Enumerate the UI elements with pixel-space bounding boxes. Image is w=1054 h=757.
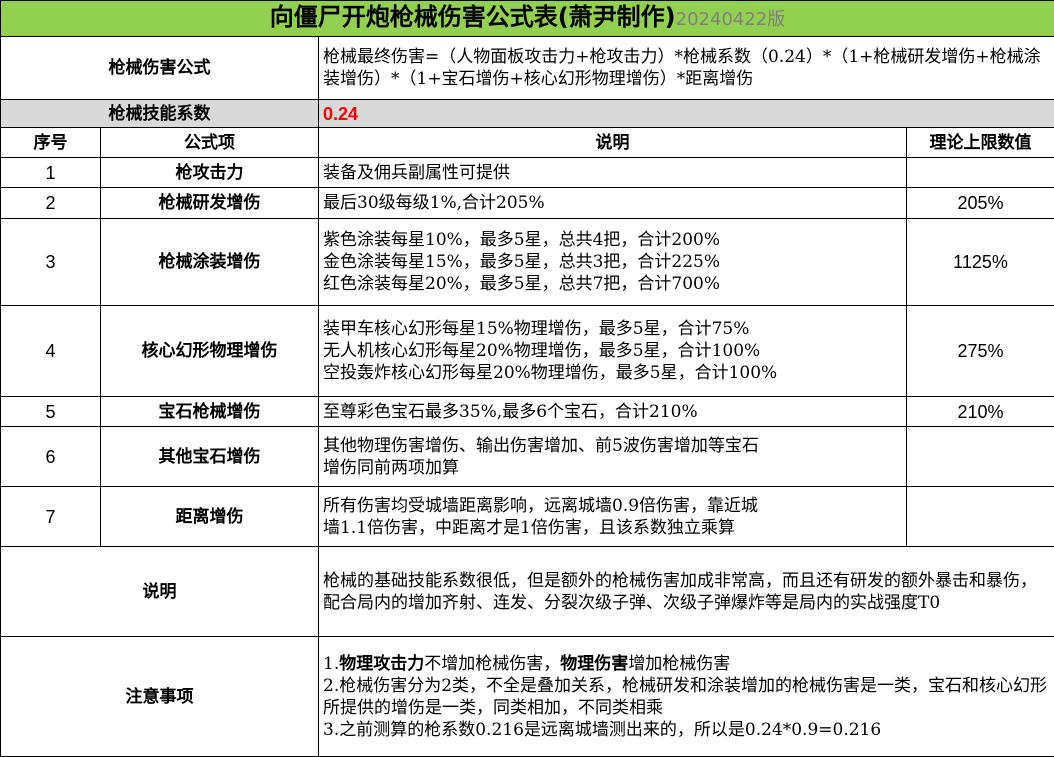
desc-line: 墙1.1倍伤害，中距离才是1倍伤害，且该系数独立乘算 <box>323 517 902 539</box>
row-item: 核心幻形物理增伤 <box>101 306 319 397</box>
row-max: 275% <box>907 306 1054 397</box>
coefficient-label: 枪械技能系数 <box>1 100 319 128</box>
desc-line: 紫色涂装每星10%，最多5星，总共4把，合计200% <box>323 229 902 251</box>
header-item: 公式项 <box>101 128 319 158</box>
desc-line: 装备及佣兵副属性可提供 <box>323 162 902 184</box>
note-bold: 物理伤害 <box>560 654 628 674</box>
note-3: 3.之前测算的枪系数0.216是远离城墙测出来的，所以是0.24*0.9=0.2… <box>323 719 1050 741</box>
desc-line: 增伤同前两项加算 <box>323 457 902 479</box>
row-no: 6 <box>1 427 101 487</box>
row-item: 宝石枪械增伤 <box>101 397 319 427</box>
row-max: 205% <box>907 188 1054 219</box>
desc-line: 金色涂装每星15%，最多5星，总共3把，合计225% <box>323 251 902 273</box>
row-item: 枪攻击力 <box>101 158 319 188</box>
notes-label: 注意事项 <box>1 637 319 757</box>
sheet-title: 向僵尸开炮枪械伤害公式表(萧尹制作)20240422版 <box>1 1 1054 37</box>
title-text: 向僵尸开炮枪械伤害公式表(萧尹制作) <box>270 3 676 31</box>
desc-line: 装甲车核心幻形每星15%物理增伤，最多5星，合计75% <box>323 318 902 340</box>
desc-line: 其他物理伤害增伤、输出伤害增加、前5波伤害增加等宝石 <box>323 435 902 457</box>
formula-label: 枪械伤害公式 <box>1 37 319 100</box>
row-max: 210% <box>907 397 1054 427</box>
note-2: 2.枪械伤害分为2类，不全是叠加关系，枪械研发和涂装增加的枪械伤害是一类，宝石和… <box>323 675 1050 719</box>
desc-line: 所有伤害均受城墙距离影响，远离城墙0.9倍伤害，靠近城 <box>323 495 902 517</box>
desc-line: 空投轰炸核心幻形每星20%物理增伤，最多5星，合计100% <box>323 362 902 384</box>
explain-text: 枪械的基础技能系数很低，但是额外的枪械伤害加成非常高，而且还有研发的额外暴击和暴… <box>319 547 1054 637</box>
row-max <box>907 427 1054 487</box>
row-item: 其他宝石增伤 <box>101 427 319 487</box>
row-max <box>907 158 1054 188</box>
row-item: 枪械涂装增伤 <box>101 219 319 306</box>
coefficient-value: 0.24 <box>319 100 1054 128</box>
note-1: 1.物理攻击力不增加枪械伤害，物理伤害增加枪械伤害 <box>323 653 1050 675</box>
row-no: 1 <box>1 158 101 188</box>
header-desc: 说明 <box>319 128 907 158</box>
notes-text: 1.物理攻击力不增加枪械伤害，物理伤害增加枪械伤害 2.枪械伤害分为2类，不全是… <box>319 637 1054 757</box>
row-max <box>907 487 1054 547</box>
header-max: 理论上限数值 <box>907 128 1054 158</box>
row-desc: 装备及佣兵副属性可提供 <box>319 158 907 188</box>
row-item: 距离增伤 <box>101 487 319 547</box>
row-desc: 所有伤害均受城墙距离影响，远离城墙0.9倍伤害，靠近城墙1.1倍伤害，中距离才是… <box>319 487 907 547</box>
desc-line: 红色涂装每星20%，最多5星，总共7把，合计700% <box>323 273 902 295</box>
row-no: 3 <box>1 219 101 306</box>
note-bold: 物理攻击力 <box>339 654 424 674</box>
explain-label: 说明 <box>1 547 319 637</box>
desc-line: 最后30级每级1%,合计205% <box>323 192 902 214</box>
row-no: 5 <box>1 397 101 427</box>
row-no: 4 <box>1 306 101 397</box>
version-label: 20240422版 <box>676 9 786 30</box>
note-text: 1. <box>323 654 339 674</box>
row-desc: 其他物理伤害增伤、输出伤害增加、前5波伤害增加等宝石增伤同前两项加算 <box>319 427 907 487</box>
row-desc: 最后30级每级1%,合计205% <box>319 188 907 219</box>
desc-line: 无人机核心幻形每星20%物理增伤，最多5星，合计100% <box>323 340 902 362</box>
row-desc: 紫色涂装每星10%，最多5星，总共4把，合计200%金色涂装每星15%，最多5星… <box>319 219 907 306</box>
desc-line: 至尊彩色宝石最多35%,最多6个宝石，合计210% <box>323 401 902 423</box>
row-max: 1125% <box>907 219 1054 306</box>
note-text: 增加枪械伤害 <box>628 654 730 674</box>
row-item: 枪械研发增伤 <box>101 188 319 219</box>
row-desc: 至尊彩色宝石最多35%,最多6个宝石，合计210% <box>319 397 907 427</box>
note-text: 不增加枪械伤害， <box>424 654 560 674</box>
row-no: 7 <box>1 487 101 547</box>
row-no: 2 <box>1 188 101 219</box>
row-desc: 装甲车核心幻形每星15%物理增伤，最多5星，合计75%无人机核心幻形每星20%物… <box>319 306 907 397</box>
header-no: 序号 <box>1 128 101 158</box>
formula-text: 枪械最终伤害=（人物面板攻击力+枪攻击力）*枪械系数（0.24）*（1+枪械研发… <box>319 37 1054 100</box>
